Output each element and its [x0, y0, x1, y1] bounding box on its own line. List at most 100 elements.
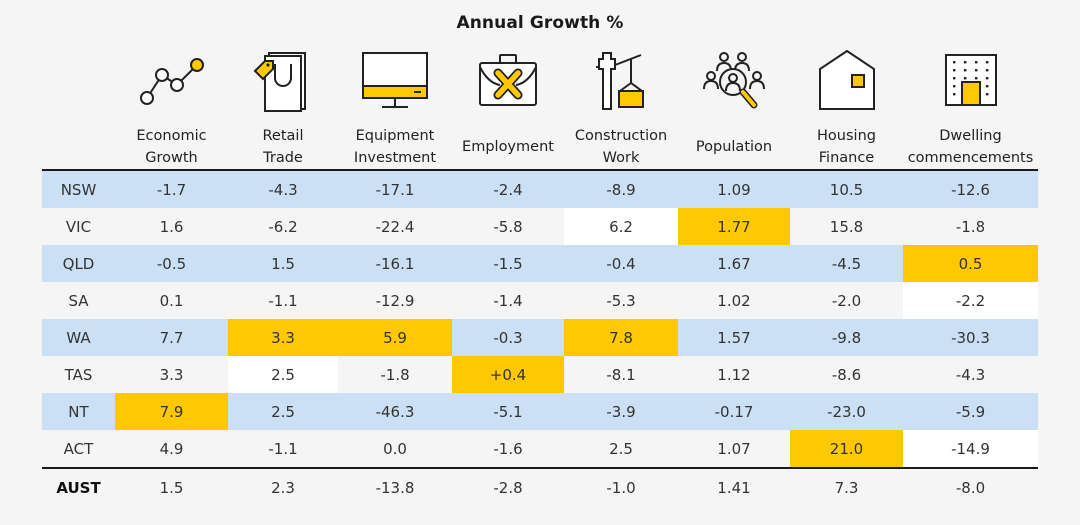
value-cell: -8.1 [606, 365, 636, 384]
header-divider [42, 169, 1038, 171]
value-cell: 4.9 [159, 439, 184, 458]
value-cell: -8.0 [955, 478, 986, 497]
highlighted-cell: +0.4 [452, 356, 564, 393]
highlighted-cell: 3.3 [228, 319, 338, 356]
crane-icon [564, 40, 678, 120]
state-label: NSW [60, 180, 97, 199]
value-cell: -1.1 [268, 439, 298, 458]
state-label: QLD [62, 254, 95, 273]
value-cell: 1.41 [717, 478, 751, 497]
value-cell: 1.57 [717, 328, 751, 347]
value-cell: -0.17 [714, 402, 754, 421]
column-icons [0, 40, 1080, 120]
state-label: NT [68, 402, 89, 421]
total-divider [42, 467, 1038, 469]
value-cell: -3.9 [606, 402, 636, 421]
value-cell: -0.5 [156, 254, 187, 273]
value-cell: -2.0 [831, 291, 862, 310]
value-cell: -12.6 [951, 180, 990, 199]
value-cell: 3.3 [159, 365, 184, 384]
value-cell: -1.8 [955, 217, 986, 236]
value-cell: 7.3 [834, 478, 859, 497]
highlighted-cell: 7.9 [115, 393, 228, 430]
value-cell: -12.9 [375, 291, 415, 310]
value-cell: -2.2 [903, 282, 1038, 319]
people-search-icon [678, 40, 790, 120]
highlighted-cell: 1.77 [678, 208, 790, 245]
value-cell: -1.4 [493, 291, 523, 310]
value-cell: -5.9 [955, 402, 986, 421]
value-cell: 15.8 [829, 217, 864, 236]
value-cell: 6.2 [564, 208, 678, 245]
briefcase-icon [452, 40, 564, 120]
value-cell: -4.3 [268, 180, 298, 199]
value-cell: 2.5 [271, 402, 295, 421]
value-cell: -5.1 [493, 402, 523, 421]
monitor-icon [338, 40, 452, 120]
value-cell: -2.4 [493, 180, 523, 199]
value-cell: -0.3 [493, 328, 523, 347]
highlighted-cell: 0.5 [903, 245, 1038, 282]
state-label: ACT [63, 439, 94, 458]
value-cell: 1.07 [717, 439, 751, 458]
value-cell: -1.0 [606, 478, 636, 497]
value-cell: 7.7 [159, 328, 184, 347]
value-cell: -1.7 [156, 180, 187, 199]
building-icon [903, 40, 1038, 120]
value-cell: -1.6 [493, 439, 523, 458]
value-cell: 0.1 [159, 291, 184, 310]
value-cell: -17.1 [375, 180, 415, 199]
value-cell: -1.5 [493, 254, 523, 273]
value-cell: 1.5 [271, 254, 295, 273]
value-cell: 1.5 [159, 478, 184, 497]
value-cell: -23.0 [827, 402, 866, 421]
total-row: AUST 1.5 2.3 -13.8 -2.8 -1.0 1.41 7.3 -8.0 [42, 469, 1038, 506]
value-cell: -14.9 [903, 430, 1038, 467]
highlighted-cell: 7.8 [564, 319, 678, 356]
value-cell: -6.2 [268, 217, 298, 236]
column-header: Dwelling commencements [907, 128, 1034, 166]
value-cell: -30.3 [951, 328, 990, 347]
column-header: Economic Growth [136, 128, 207, 166]
value-cell: -22.4 [375, 217, 415, 236]
value-cell: -1.8 [380, 365, 410, 384]
column-header: Retail Trade [262, 128, 304, 166]
value-cell: 1.6 [159, 217, 184, 236]
value-cell: 1.09 [717, 180, 751, 199]
value-cell: 2.3 [271, 478, 295, 497]
value-cell: 1.67 [717, 254, 751, 273]
value-cell: -46.3 [375, 402, 415, 421]
value-cell: -16.1 [375, 254, 415, 273]
value-cell: -4.3 [955, 365, 986, 384]
table-row: SA 0.1 -1.1 -12.9 -1.4 -5.3 1.02 -2.0 -2.2 [42, 282, 1038, 319]
value-cell: -8.6 [831, 365, 862, 384]
column-header: Equipment Investment [353, 128, 437, 166]
column-header: Construction Work [574, 128, 668, 166]
value-cell: -4.5 [831, 254, 862, 273]
column-headers: Economic Growth Retail Trade Equipment Inv… [0, 124, 1080, 170]
value-cell: -0.4 [606, 254, 636, 273]
value-cell: -13.8 [375, 478, 415, 497]
column-header: Employment [462, 139, 554, 155]
line-chart-icon [115, 40, 228, 120]
table-row: VIC 1.6 -6.2 -22.4 -5.8 6.2 1.77 15.8 -1.8 [42, 208, 1038, 245]
highlighted-cell: 21.0 [790, 430, 903, 467]
value-cell: 10.5 [829, 180, 864, 199]
value-cell: -5.8 [493, 217, 523, 236]
column-header: Housing Finance [817, 128, 876, 166]
table-row: NT 7.9 2.5 -46.3 -5.1 -3.9 -0.17 -23.0 -5.9 [42, 393, 1038, 430]
table-row: TAS 3.3 2.5 -1.8 +0.4 -8.1 1.12 -8.6 -4.3 [42, 356, 1038, 393]
state-label: TAS [64, 365, 93, 384]
value-cell: 0.0 [383, 439, 407, 458]
value-cell: 2.5 [228, 356, 338, 393]
state-label: AUST [56, 478, 101, 497]
table-row: ACT 4.9 -1.1 0.0 -1.6 2.5 1.07 21.0 -14.9 [42, 430, 1038, 467]
state-label: WA [66, 328, 91, 347]
state-label: SA [68, 291, 89, 310]
table-row: NSW -1.7 -4.3 -17.1 -2.4 -8.9 1.09 10.5 -12.6 [42, 171, 1038, 208]
value-cell: -5.3 [606, 291, 636, 310]
value-cell: 1.02 [717, 291, 751, 310]
state-label: VIC [65, 217, 92, 236]
chart-title: Annual Growth % [456, 13, 624, 33]
column-header: Population [695, 139, 773, 155]
